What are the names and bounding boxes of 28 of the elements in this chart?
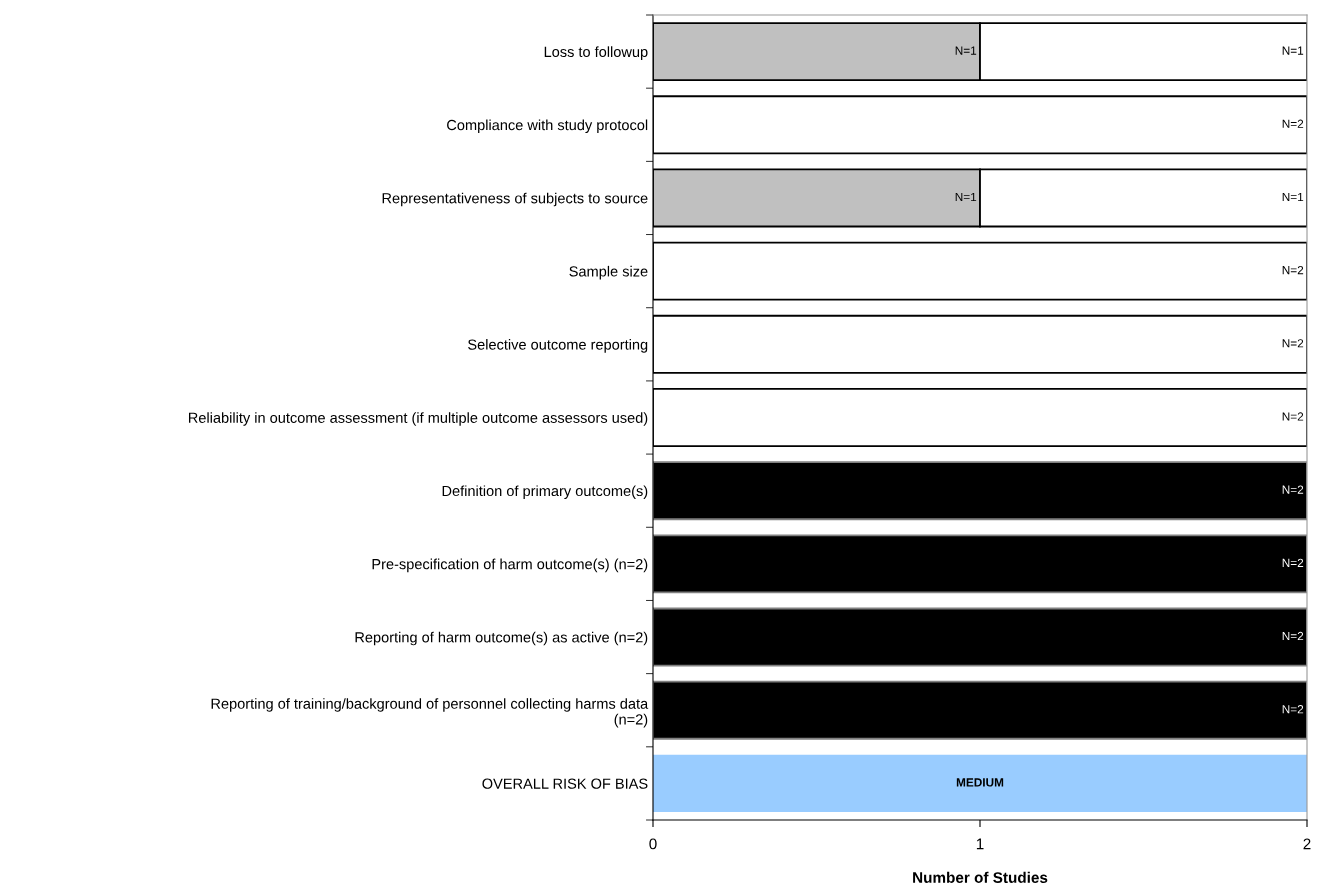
annotation: MEDIUM [956,778,1004,787]
data-label: N=2 [1282,485,1304,494]
data-label: N=2 [1282,631,1304,641]
data-label: N=1 [1282,192,1304,202]
x-tick-label: 0 [649,838,657,850]
data-label: N=1 [955,192,977,202]
data-label: N=2 [1282,265,1304,275]
y-tick-label: Representativeness of subjects to source [382,192,648,207]
data-label: N=2 [1282,339,1304,348]
data-label: N=1 [955,46,977,55]
data-label: N=2 [1282,412,1304,421]
y-tick-label: Reporting of harm outcome(s) as active (n=2) [355,631,648,646]
x-tick-label: 1 [976,838,984,850]
y-tick-label: Selective outcome reporting [468,339,648,353]
y-tick-label: Definition of primary outcome(s) [442,485,648,499]
data-label: N=2 [1282,705,1304,714]
data-label: N=1 [1282,46,1304,55]
data-label: N=2 [1282,119,1304,128]
data-label: N=2 [1282,558,1304,567]
y-tick-label: Loss to followup [544,46,648,60]
y-tick-label: OVERALL RISK OF BIAS [482,778,648,789]
y-tick-label: Compliance with study protocol [447,119,648,134]
y-tick-label: Pre-specification of harm outcome(s) (n=2) [372,558,648,573]
x-axis-title: Number of Studies [913,871,1048,883]
x-tick-label: 2 [1303,838,1311,850]
y-tick-label: Reliability in outcome assessment (if multiple outcome assessors used) [188,412,648,426]
y-tick-label: Sample size [569,265,648,280]
y-tick-label: Reporting of training/background of personnel collecting harms data (n=2) [211,698,649,728]
